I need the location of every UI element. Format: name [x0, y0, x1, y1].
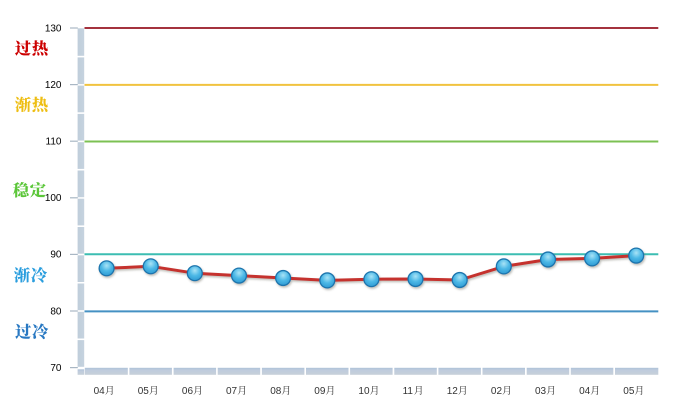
svg-text:80: 80	[50, 306, 62, 317]
svg-text:100: 100	[45, 193, 62, 204]
svg-text:07: 07	[226, 386, 238, 397]
svg-text:05: 05	[138, 386, 150, 397]
svg-text:12: 12	[447, 386, 459, 397]
svg-text:09: 09	[314, 386, 326, 397]
svg-text:70: 70	[50, 363, 62, 374]
svg-text:10: 10	[358, 386, 370, 397]
svg-text:120: 120	[45, 80, 62, 91]
svg-text:11: 11	[403, 386, 414, 397]
svg-text:110: 110	[46, 137, 62, 148]
svg-text:02: 02	[491, 386, 503, 397]
svg-text:08: 08	[270, 386, 282, 397]
svg-text:05: 05	[623, 386, 635, 397]
svg-text:130: 130	[45, 23, 62, 34]
svg-text:90: 90	[50, 250, 62, 261]
svg-text:03: 03	[535, 386, 547, 397]
svg-text:06: 06	[182, 386, 194, 397]
svg-text:04: 04	[579, 386, 591, 397]
svg-text:04: 04	[94, 386, 106, 397]
